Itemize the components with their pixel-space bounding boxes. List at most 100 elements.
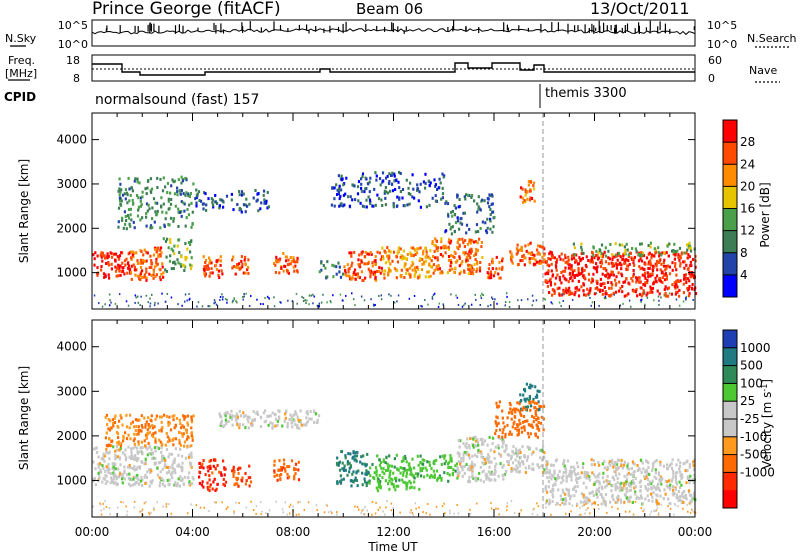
velocity-cell [645, 470, 649, 474]
velocity-cell [556, 501, 559, 505]
velocity-cell [201, 480, 204, 484]
power-cell [407, 192, 410, 195]
power-cell [466, 242, 469, 246]
power-cell [610, 293, 613, 297]
power-cell [583, 293, 586, 297]
power-cell [597, 251, 600, 255]
velocity-cell [679, 461, 682, 465]
power-cell [226, 301, 228, 304]
power-cell [233, 298, 235, 301]
power-cell [656, 289, 659, 293]
power-cell [639, 242, 642, 246]
velocity-cell [295, 513, 298, 516]
velocity-cell [99, 503, 102, 506]
velocity-cell [518, 410, 522, 414]
velocity-cell [650, 482, 653, 486]
power-cell [445, 229, 448, 233]
velocity-cell [162, 455, 165, 459]
velocity-cell [316, 418, 319, 422]
power-cell [691, 258, 695, 262]
velocity-cell [232, 467, 235, 471]
power-cell [256, 298, 258, 301]
power-cell [564, 260, 567, 264]
power-cell [570, 257, 573, 261]
velocity-cell [141, 446, 144, 450]
velocity-cell [465, 463, 468, 466]
power-cell [683, 273, 686, 277]
power-cell [427, 179, 430, 183]
velocity-cell [688, 463, 691, 467]
velocity-cell [485, 456, 488, 460]
velocity-cell [459, 460, 463, 464]
velocity-cell [570, 470, 573, 474]
power-cell [186, 208, 189, 211]
velocity-cell [186, 512, 189, 515]
power-cell [416, 251, 419, 255]
velocity-cell [346, 473, 349, 477]
power-cell [156, 186, 159, 189]
velocity-cell [406, 481, 409, 485]
velocity-cell [458, 445, 461, 449]
velocity-cell [154, 461, 157, 465]
power-cell [205, 203, 208, 207]
power-cell [551, 302, 554, 305]
power-cell [362, 278, 365, 282]
freq-tick-low: 8 [73, 72, 80, 85]
power-cell [333, 186, 336, 190]
power-cell [187, 192, 190, 196]
power-cell [647, 267, 650, 270]
power-cell [333, 197, 336, 201]
power-cell [432, 255, 435, 258]
power-cell [388, 268, 391, 272]
velocity-cell [168, 421, 171, 425]
velocity-cell [170, 512, 173, 515]
velocity-cell [133, 500, 136, 503]
power-cell [466, 258, 469, 262]
velocity-cell [283, 419, 286, 423]
power-cell [675, 298, 678, 301]
velocity-cell [468, 456, 471, 460]
power-cell [565, 287, 568, 291]
velocity-cell [164, 463, 167, 467]
power-cell [425, 205, 428, 209]
power-cell [139, 261, 142, 265]
velocity-cell [675, 493, 678, 497]
velocity-cell [640, 458, 643, 462]
power-cell [162, 176, 165, 180]
velocity-cell [677, 490, 680, 493]
velocity-cell [178, 441, 181, 445]
power-cell [534, 262, 537, 266]
velocity-cell [588, 501, 590, 503]
power-cell [129, 207, 132, 211]
velocity-cell [208, 478, 211, 482]
power-cell [183, 209, 186, 213]
power-cell [469, 251, 472, 255]
power-cell [555, 265, 558, 269]
velocity-cell [143, 475, 146, 479]
velocity-cell [246, 417, 249, 421]
velocity-cell [559, 503, 561, 506]
power-cell [339, 293, 342, 296]
velocity-cell [282, 511, 285, 514]
velocity-cell [278, 417, 281, 421]
velocity-cell [145, 434, 148, 437]
power-cell [638, 292, 642, 296]
velocity-cell [343, 467, 346, 471]
power-cell [352, 271, 356, 275]
power-cell [162, 202, 165, 206]
power-cell [364, 250, 367, 254]
velocity-cell [561, 476, 564, 480]
velocity-cell [362, 513, 365, 516]
power-cell [437, 264, 440, 268]
power-cell [592, 266, 595, 270]
power-cell [470, 303, 473, 306]
power-cell [532, 299, 535, 302]
power-cell [588, 289, 592, 293]
velocity-cell [508, 432, 511, 436]
power-cell [649, 263, 653, 267]
power-cell [517, 299, 519, 302]
power-cell [619, 286, 622, 290]
power-cell [162, 275, 165, 279]
velocity-cell [166, 440, 169, 444]
